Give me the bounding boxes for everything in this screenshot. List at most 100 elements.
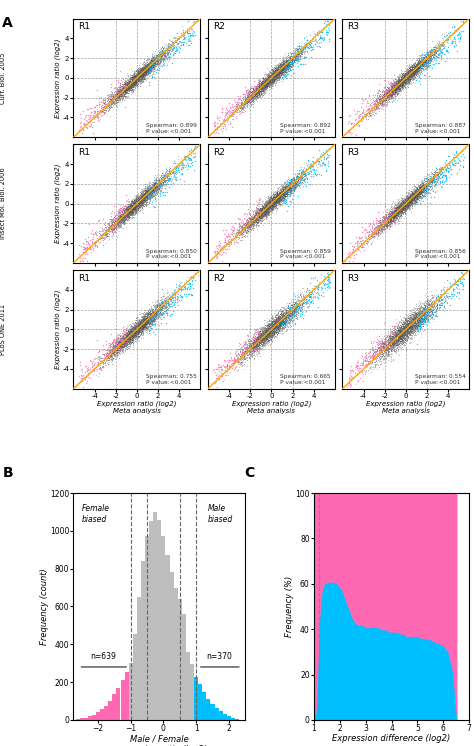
Point: [396, 79, 404, 91]
Point: [255, 86, 263, 98]
Point: [175, 160, 182, 172]
Point: [449, 285, 456, 297]
Point: [274, 320, 282, 332]
Point: [287, 56, 294, 68]
Point: [414, 57, 422, 69]
Point: [280, 58, 288, 70]
Point: [109, 83, 117, 95]
Point: [362, 231, 369, 243]
Point: [401, 72, 409, 84]
Point: [107, 207, 114, 219]
Point: [277, 316, 284, 328]
Point: [397, 335, 404, 347]
Point: [130, 203, 138, 215]
Point: [403, 199, 411, 211]
Point: [255, 209, 263, 221]
Point: [249, 331, 256, 343]
Point: [269, 335, 276, 347]
Point: [239, 345, 246, 357]
Point: [404, 201, 411, 213]
Point: [118, 81, 125, 93]
Point: [375, 337, 383, 349]
Point: [120, 85, 128, 97]
Point: [267, 321, 274, 333]
Point: [265, 199, 273, 211]
Point: [272, 195, 279, 207]
Point: [390, 215, 398, 227]
Point: [401, 327, 409, 339]
Point: [132, 201, 140, 213]
Point: [127, 195, 134, 207]
Point: [400, 322, 407, 334]
Point: [270, 324, 277, 336]
Point: [123, 333, 131, 345]
Point: [163, 169, 170, 181]
Point: [281, 303, 289, 315]
Point: [400, 326, 407, 338]
Point: [264, 330, 272, 342]
Point: [266, 76, 273, 88]
Point: [132, 328, 139, 340]
Point: [408, 321, 415, 333]
Point: [391, 211, 398, 223]
Point: [403, 195, 410, 207]
Point: [111, 218, 119, 230]
Point: [388, 84, 396, 95]
Point: [278, 316, 286, 328]
Point: [273, 191, 281, 203]
Point: [398, 198, 405, 210]
Point: [415, 316, 422, 327]
Point: [278, 56, 286, 68]
Point: [137, 63, 145, 75]
Point: [274, 321, 282, 333]
Point: [129, 203, 137, 215]
Point: [135, 69, 142, 81]
Point: [273, 321, 280, 333]
Point: [121, 90, 129, 102]
Point: [407, 321, 415, 333]
Point: [296, 177, 304, 189]
Point: [392, 77, 400, 89]
Point: [269, 69, 276, 81]
Point: [394, 333, 401, 345]
Point: [140, 192, 148, 204]
Point: [289, 178, 297, 189]
Point: [437, 46, 445, 57]
Point: [276, 63, 284, 75]
Point: [417, 64, 424, 76]
Point: [388, 211, 396, 223]
Point: [387, 210, 394, 222]
Point: [421, 300, 428, 312]
Point: [268, 324, 276, 336]
Point: [155, 178, 163, 190]
Point: [418, 55, 426, 67]
Point: [283, 311, 291, 323]
Point: [262, 83, 270, 95]
Point: [258, 207, 265, 219]
Point: [252, 208, 259, 220]
Point: [111, 212, 119, 224]
Point: [393, 198, 401, 210]
Point: [269, 201, 276, 213]
Point: [179, 38, 186, 50]
Point: [257, 332, 265, 344]
Point: [128, 213, 135, 225]
Point: [146, 313, 153, 325]
Point: [248, 94, 255, 106]
Point: [275, 192, 283, 204]
Point: [120, 211, 128, 223]
Point: [402, 325, 410, 336]
Point: [123, 328, 130, 340]
Point: [405, 321, 412, 333]
Point: [149, 184, 156, 195]
Point: [139, 192, 147, 204]
Point: [373, 336, 381, 348]
Point: [417, 54, 424, 66]
Point: [424, 175, 432, 187]
Point: [138, 199, 146, 211]
Point: [121, 88, 129, 100]
Point: [413, 186, 420, 198]
Point: [111, 342, 119, 354]
Point: [394, 319, 402, 331]
Point: [400, 206, 407, 218]
